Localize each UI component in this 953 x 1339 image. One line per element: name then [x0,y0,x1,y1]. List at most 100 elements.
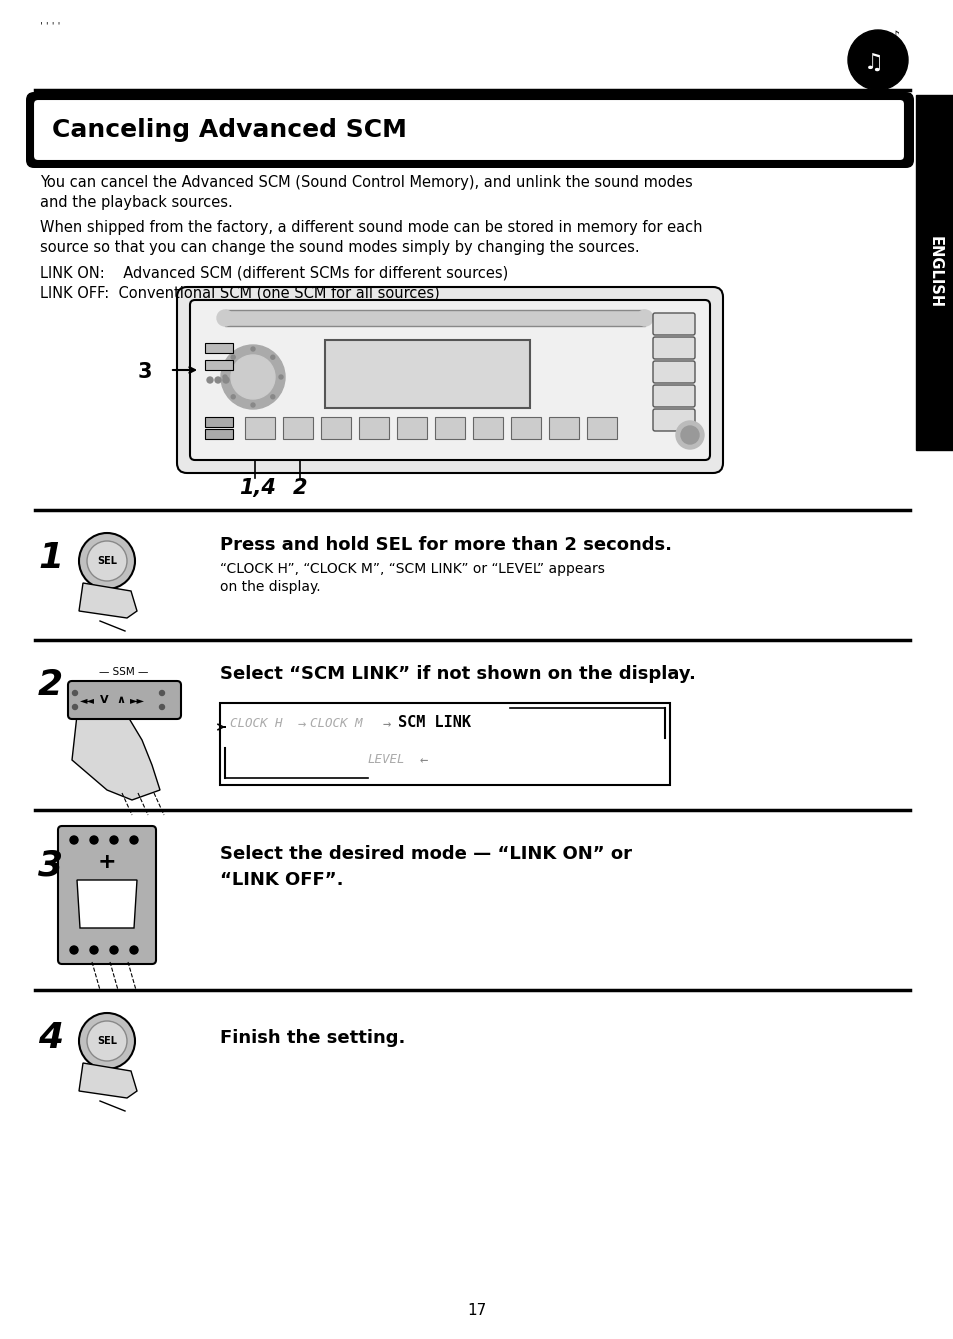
Text: CLOCK H: CLOCK H [230,716,282,730]
Circle shape [231,355,235,359]
Bar [205,416,233,427]
Text: SEL: SEL [97,556,117,566]
Text: 4: 4 [38,1022,63,1055]
Text: →: → [382,716,391,731]
Text: LEVEL: LEVEL [368,753,405,766]
Bar [245,416,274,439]
Bar [915,95,953,450]
Bar [205,360,233,370]
Text: LINK OFF:  Conventional SCM (one SCM for all sources): LINK OFF: Conventional SCM (one SCM for … [40,285,439,300]
Circle shape [278,375,283,379]
Circle shape [251,347,254,351]
Bar [473,416,502,439]
Text: When shipped from the factory, a different sound mode can be stored in memory fo: When shipped from the factory, a differe… [40,220,701,236]
Bar [396,416,427,439]
Circle shape [79,533,135,589]
Text: SEL: SEL [97,1036,117,1046]
Circle shape [271,395,274,399]
Text: ►►: ►► [130,695,145,706]
FancyBboxPatch shape [26,92,913,167]
FancyBboxPatch shape [58,826,156,964]
Text: ∧: ∧ [116,695,125,706]
Circle shape [216,311,233,325]
Circle shape [207,378,213,383]
Text: Finish the setting.: Finish the setting. [220,1028,405,1047]
Polygon shape [79,582,137,619]
Circle shape [90,836,98,844]
Circle shape [271,355,274,359]
FancyBboxPatch shape [33,99,904,161]
Circle shape [251,403,254,407]
Text: You can cancel the Advanced SCM (Sound Control Memory), and unlink the sound mod: You can cancel the Advanced SCM (Sound C… [40,175,692,190]
Bar [225,311,644,325]
Text: LINK ON:    Advanced SCM (different SCMs for different sources): LINK ON: Advanced SCM (different SCMs fo… [40,265,508,280]
Circle shape [676,420,703,449]
Text: Select “SCM LINK” if not shown on the display.: Select “SCM LINK” if not shown on the di… [220,665,695,683]
Text: ♫: ♫ [863,54,883,74]
Circle shape [680,426,699,445]
Polygon shape [71,715,160,799]
Text: — SSM —: — SSM — [99,667,149,678]
FancyBboxPatch shape [652,337,695,359]
Circle shape [130,945,138,953]
Bar [220,703,669,785]
Circle shape [87,541,127,581]
Text: 3: 3 [137,362,152,382]
Text: on the display.: on the display. [220,580,320,595]
Circle shape [223,375,227,379]
Text: CLOCK M: CLOCK M [310,716,362,730]
Polygon shape [77,880,137,928]
FancyBboxPatch shape [652,313,695,335]
Text: 17: 17 [467,1303,486,1318]
Bar [435,416,464,439]
Polygon shape [79,1063,137,1098]
Circle shape [79,1014,135,1069]
Text: 2: 2 [293,478,307,498]
FancyBboxPatch shape [190,300,709,461]
Circle shape [231,355,274,399]
Text: “LINK OFF”.: “LINK OFF”. [220,870,343,889]
Bar [548,416,578,439]
Text: Press and hold SEL for more than 2 seconds.: Press and hold SEL for more than 2 secon… [220,536,671,554]
Text: “CLOCK H”, “CLOCK M”, “SCM LINK” or “LEVEL” appears: “CLOCK H”, “CLOCK M”, “SCM LINK” or “LEV… [220,562,604,576]
Bar [586,416,617,439]
Circle shape [90,945,98,953]
Text: Canceling Advanced SCM: Canceling Advanced SCM [52,118,406,142]
Circle shape [221,345,285,408]
Text: Select the desired mode — “LINK ON” or: Select the desired mode — “LINK ON” or [220,845,631,864]
Text: ENGLISH: ENGLISH [926,236,942,308]
Bar [320,416,351,439]
FancyBboxPatch shape [652,386,695,407]
Text: 2: 2 [38,668,63,702]
Text: ♪: ♪ [891,29,899,43]
Text: 3: 3 [38,848,63,882]
FancyBboxPatch shape [177,287,722,473]
Bar [325,340,530,408]
Circle shape [223,378,229,383]
Circle shape [110,836,118,844]
Bar [205,343,233,353]
Circle shape [637,311,652,325]
Text: and the playback sources.: and the playback sources. [40,195,233,210]
Text: 1,4: 1,4 [239,478,276,498]
Bar [511,416,540,439]
Text: ' ' ' ': ' ' ' ' [40,21,60,31]
Circle shape [159,704,164,710]
Circle shape [110,945,118,953]
Text: +: + [97,852,116,872]
Bar [205,428,233,439]
Bar [358,416,389,439]
Text: →: → [297,716,306,731]
Circle shape [70,836,78,844]
Circle shape [214,378,221,383]
Circle shape [847,29,907,90]
Circle shape [231,395,235,399]
Circle shape [72,691,77,695]
Circle shape [159,691,164,695]
FancyBboxPatch shape [652,408,695,431]
Text: 1: 1 [38,541,63,574]
Circle shape [130,836,138,844]
Circle shape [87,1022,127,1060]
Text: ◄◄: ◄◄ [80,695,95,706]
Text: ←: ← [419,753,428,767]
